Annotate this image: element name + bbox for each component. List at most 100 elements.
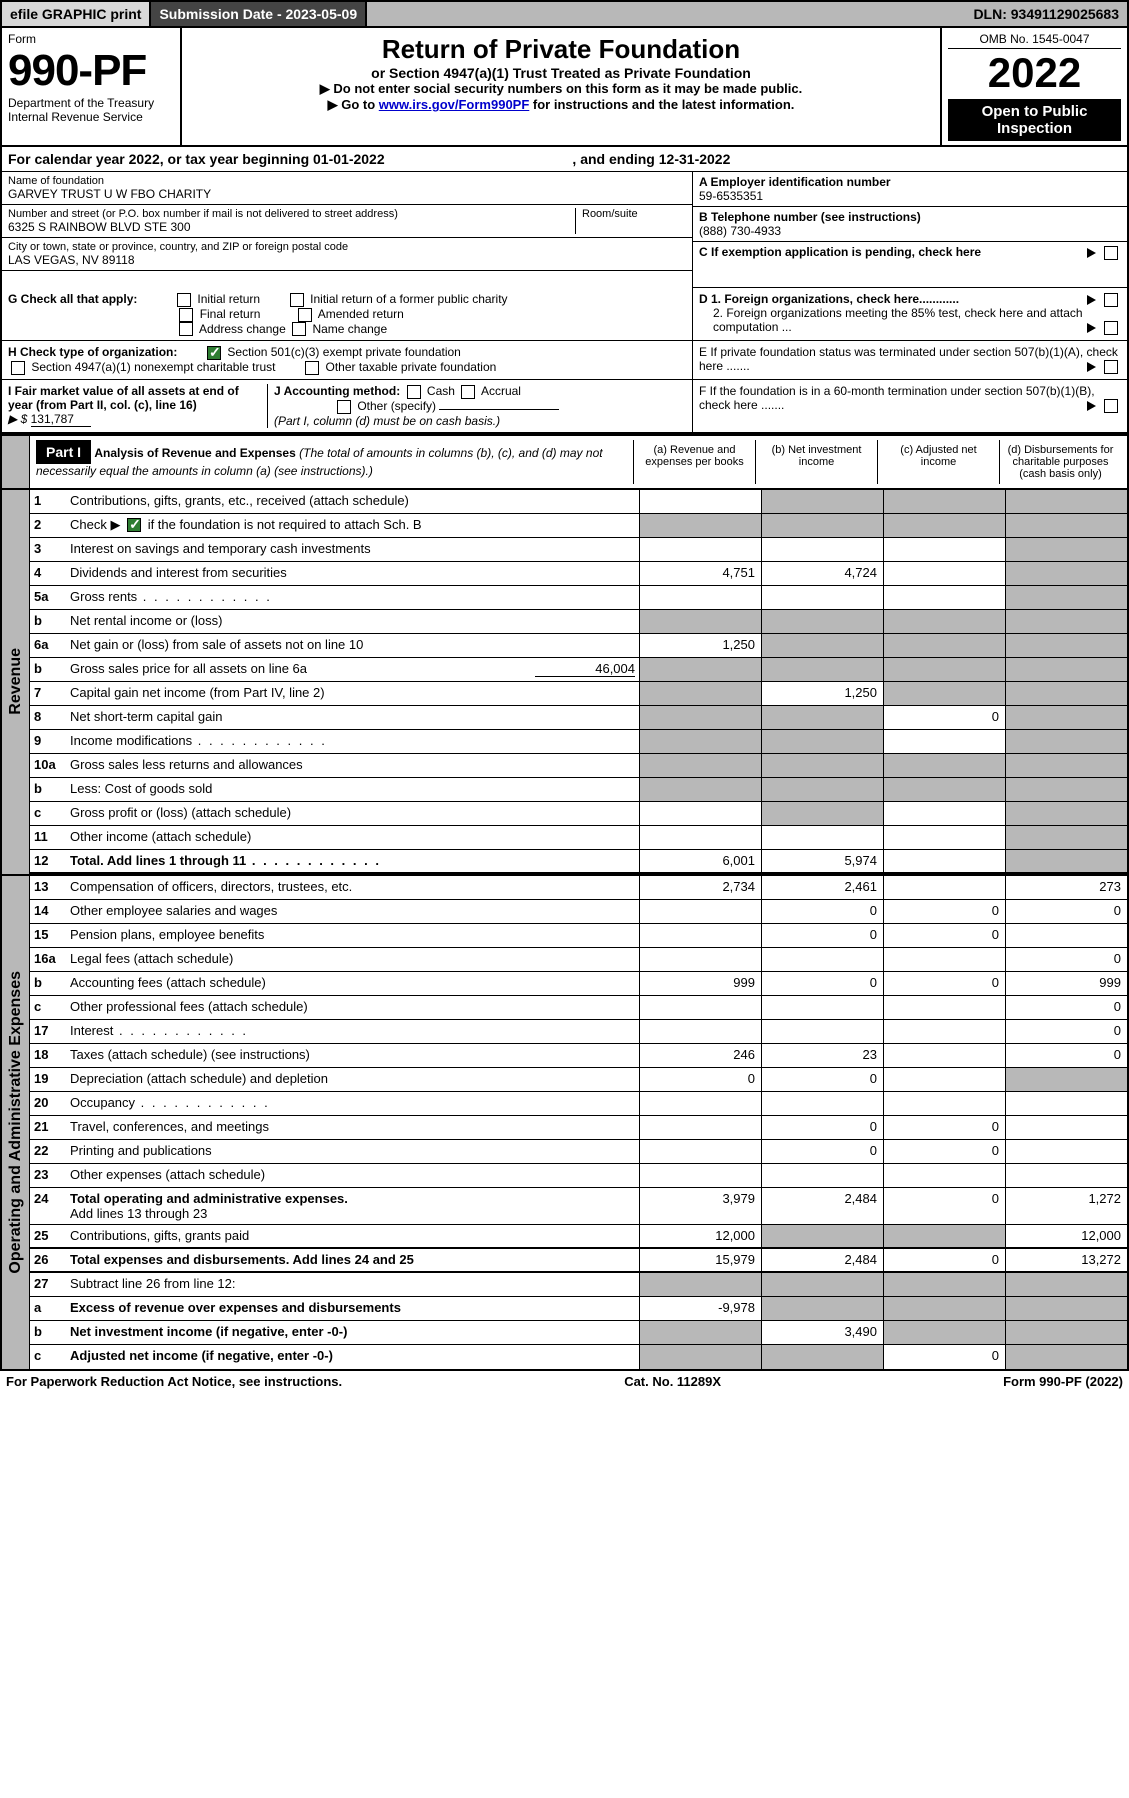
form-header: Form 990-PF Department of the Treasury I… (0, 28, 1129, 147)
part1-header-row: Part I Analysis of Revenue and Expenses … (0, 434, 1129, 490)
g-amended-checkbox[interactable] (298, 308, 312, 322)
h-501c3-checkbox[interactable] (207, 346, 221, 360)
r27c-c: 0 (883, 1345, 1005, 1369)
ln-9: 9 (30, 730, 66, 753)
r19-b: 0 (761, 1068, 883, 1091)
g-addr-checkbox[interactable] (179, 322, 193, 336)
e-checkbox[interactable] (1104, 360, 1118, 374)
r14-b: 0 (761, 900, 883, 923)
ld-26: Total expenses and disbursements. Add li… (66, 1249, 639, 1271)
ln-10a: 10a (30, 754, 66, 777)
ln-16b: b (30, 972, 66, 995)
open-inspection-badge: Open to Public Inspection (948, 99, 1121, 141)
header-left: Form 990-PF Department of the Treasury I… (2, 28, 182, 145)
ld-24-t: Total operating and administrative expen… (70, 1191, 348, 1206)
ld-16b: Accounting fees (attach schedule) (66, 972, 639, 995)
vstrip-blank (2, 436, 30, 488)
r13-a: 2,734 (639, 876, 761, 899)
j-other-checkbox[interactable] (337, 400, 351, 414)
street-address: 6325 S RAINBOW BLVD STE 300 (8, 220, 569, 234)
section-i-j-f: I Fair market value of all assets at end… (0, 380, 1129, 434)
h-label: H Check type of organization: (8, 345, 177, 359)
ln-1: 1 (30, 490, 66, 513)
r22-c: 0 (883, 1140, 1005, 1163)
footer-cat: Cat. No. 11289X (624, 1374, 721, 1389)
ld-18: Taxes (attach schedule) (see instruction… (66, 1044, 639, 1067)
ld-6b: Gross sales price for all assets on line… (66, 658, 639, 681)
r18-b: 23 (761, 1044, 883, 1067)
g-name-checkbox[interactable] (292, 322, 306, 336)
j-cash: Cash (427, 384, 455, 398)
ld-17: Interest (66, 1020, 639, 1043)
form-note-1: ▶ Do not enter social security numbers o… (188, 81, 934, 97)
j-accrual-checkbox[interactable] (461, 385, 475, 399)
r16c-d: 0 (1005, 996, 1127, 1019)
i-arrow: ▶ $ (8, 412, 27, 426)
r6a-a: 1,250 (639, 634, 761, 657)
ln-21: 21 (30, 1116, 66, 1139)
omb-number: OMB No. 1545-0047 (948, 32, 1121, 49)
ln-25: 25 (30, 1225, 66, 1247)
h-other-checkbox[interactable] (305, 361, 319, 375)
header-right: OMB No. 1545-0047 2022 Open to Public In… (942, 28, 1127, 145)
ld-21: Travel, conferences, and meetings (66, 1116, 639, 1139)
d1-checkbox[interactable] (1104, 293, 1118, 307)
h-other: Other taxable private foundation (326, 360, 497, 374)
ld-19: Depreciation (attach schedule) and deple… (66, 1068, 639, 1091)
ld-1: Contributions, gifts, grants, etc., rece… (66, 490, 639, 513)
form990pf-link[interactable]: www.irs.gov/Form990PF (379, 97, 530, 112)
ld-27b: Net investment income (if negative, ente… (66, 1321, 639, 1344)
f-checkbox[interactable] (1104, 399, 1118, 413)
r14-d: 0 (1005, 900, 1127, 923)
j-block: J Accounting method: Cash Accrual Other … (268, 384, 686, 428)
ld-24: Total operating and administrative expen… (66, 1188, 639, 1224)
j-cash-checkbox[interactable] (407, 385, 421, 399)
ln-18: 18 (30, 1044, 66, 1067)
ld-27a: Excess of revenue over expenses and disb… (66, 1297, 639, 1320)
address-cell: Number and street (or P.O. box number if… (2, 205, 692, 238)
c-label: C If exemption application is pending, c… (699, 245, 981, 259)
g-initial-former-checkbox[interactable] (290, 293, 304, 307)
r6b-val: 46,004 (535, 661, 635, 677)
r4-b: 4,724 (761, 562, 883, 585)
irs-label: Internal Revenue Service (8, 110, 174, 124)
e-label: E If private foundation status was termi… (699, 345, 1118, 373)
expenses-section: Operating and Administrative Expenses 13… (0, 876, 1129, 1371)
g-addr: Address change (199, 322, 286, 336)
d2-checkbox[interactable] (1104, 321, 1118, 335)
c-checkbox[interactable] (1104, 246, 1118, 260)
efile-print-label[interactable]: efile GRAPHIC print (2, 2, 151, 26)
r27b-b: 3,490 (761, 1321, 883, 1344)
ld-7: Capital gain net income (from Part IV, l… (66, 682, 639, 705)
foundation-name-cell: Name of foundation GARVEY TRUST U W FBO … (2, 172, 692, 205)
ld-23: Other expenses (attach schedule) (66, 1164, 639, 1187)
ln-26: 26 (30, 1249, 66, 1271)
schb-checkbox[interactable] (127, 518, 141, 532)
exemption-pending-cell: C If exemption application is pending, c… (693, 242, 1127, 288)
topbar-spacer (367, 2, 965, 26)
j-label: J Accounting method: (274, 384, 400, 398)
part1-title: Analysis of Revenue and Expenses (94, 446, 295, 460)
ld-25: Contributions, gifts, grants paid (66, 1225, 639, 1247)
ln-23: 23 (30, 1164, 66, 1187)
r24-a: 3,979 (639, 1188, 761, 1224)
header-mid: Return of Private Foundation or Section … (182, 28, 942, 145)
form-subtitle: or Section 4947(a)(1) Trust Treated as P… (188, 65, 934, 81)
form-word: Form (8, 32, 174, 46)
cal-mid: , and ending (572, 151, 658, 167)
arrow-icon (1087, 362, 1096, 372)
r17-d: 0 (1005, 1020, 1127, 1043)
ld-24-s: Add lines 13 through 23 (70, 1206, 207, 1221)
j-other: Other (specify) (357, 399, 436, 413)
h-4947-checkbox[interactable] (11, 361, 25, 375)
g-initial-checkbox[interactable] (177, 293, 191, 307)
g-final-checkbox[interactable] (179, 308, 193, 322)
footer-form: Form 990-PF (2022) (1003, 1374, 1123, 1389)
tax-year: 2022 (948, 49, 1121, 97)
r14-c: 0 (883, 900, 1005, 923)
section-h-e: H Check type of organization: Section 50… (0, 341, 1129, 380)
ld-5b: Net rental income or (loss) (66, 610, 639, 633)
ln-12: 12 (30, 850, 66, 872)
ln-5b: b (30, 610, 66, 633)
r12-b: 5,974 (761, 850, 883, 872)
